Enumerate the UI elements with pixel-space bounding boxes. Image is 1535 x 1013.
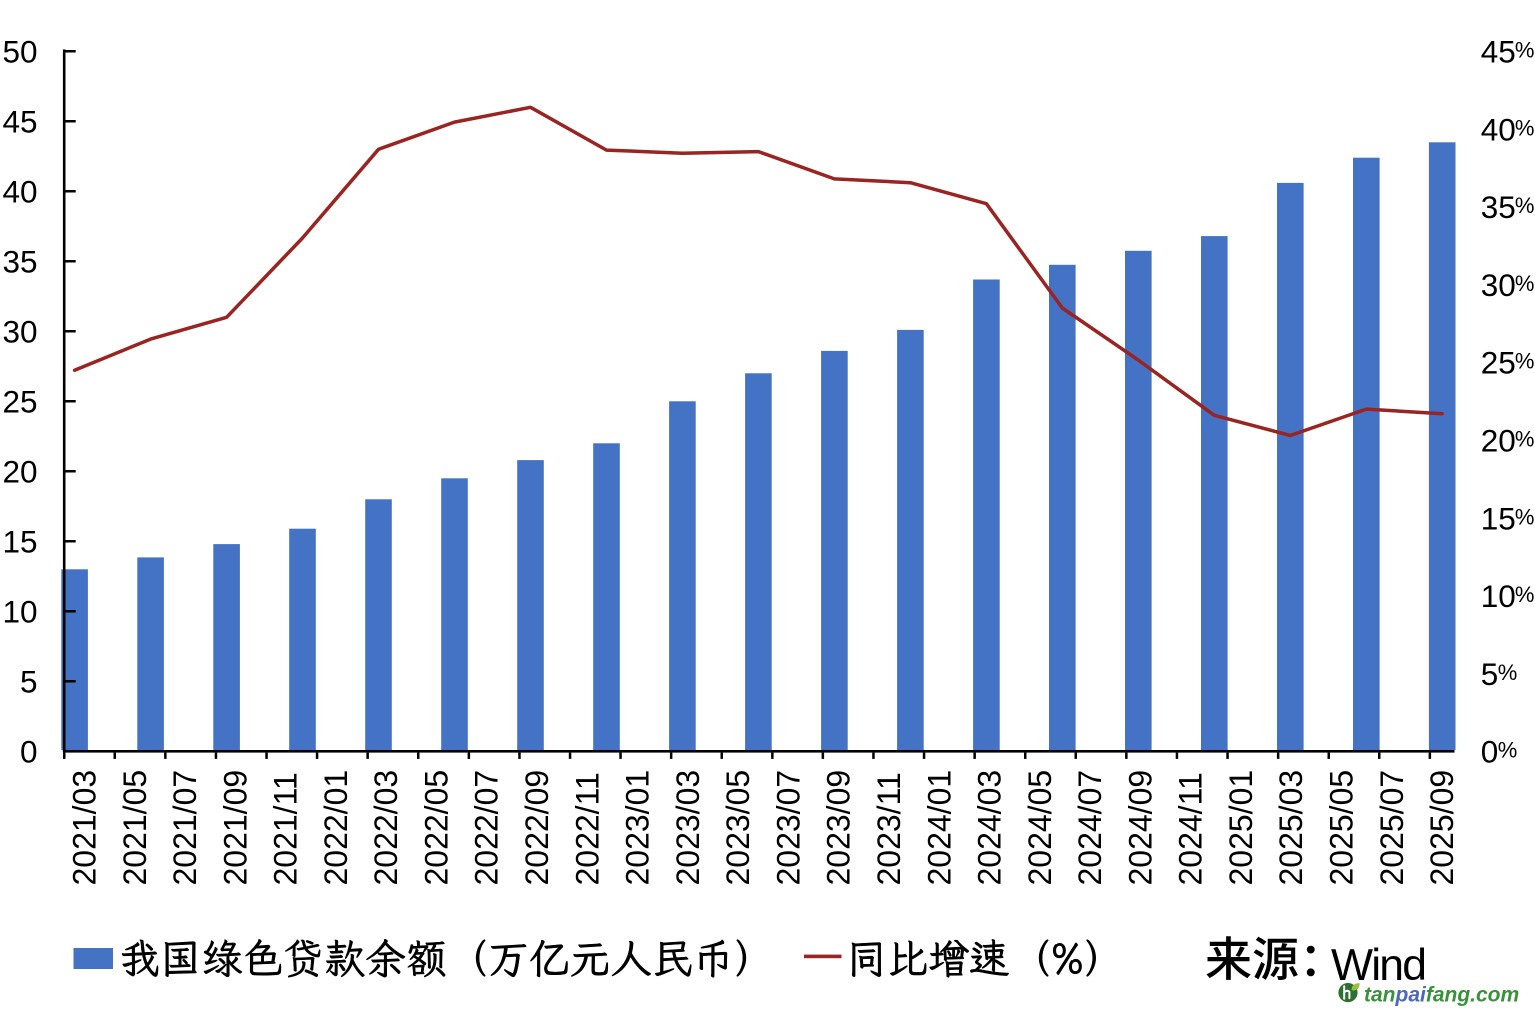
svg-text:35: 35 (1481, 189, 1516, 225)
svg-text:30: 30 (2, 314, 37, 350)
svg-text:2021/07: 2021/07 (167, 770, 203, 886)
svg-text:2023/05: 2023/05 (720, 770, 756, 886)
svg-text:%: % (1515, 115, 1535, 140)
svg-text:%: % (1515, 504, 1535, 529)
svg-text:30: 30 (1481, 267, 1516, 303)
svg-text:15: 15 (2, 524, 37, 560)
svg-text:2023/07: 2023/07 (770, 770, 806, 886)
svg-text:%: % (1515, 349, 1535, 374)
svg-text:2025/07: 2025/07 (1374, 770, 1410, 886)
svg-text:2022/03: 2022/03 (368, 770, 404, 886)
svg-text:5: 5 (20, 664, 38, 700)
svg-text:25: 25 (1481, 345, 1516, 381)
svg-text:5: 5 (1481, 656, 1499, 692)
svg-text:15: 15 (1481, 500, 1516, 536)
svg-text:%: % (1515, 193, 1535, 218)
svg-text:2024/11: 2024/11 (1173, 772, 1209, 885)
svg-text:0: 0 (1481, 734, 1499, 770)
svg-text:2024/03: 2024/03 (972, 770, 1008, 886)
svg-text:25: 25 (2, 384, 37, 420)
svg-text:2023/01: 2023/01 (620, 770, 656, 886)
svg-text:%: % (1515, 38, 1535, 63)
svg-text:0: 0 (20, 734, 38, 770)
svg-text:2022/11: 2022/11 (569, 772, 605, 885)
svg-text:40: 40 (1481, 111, 1516, 147)
svg-text:2024/01: 2024/01 (921, 770, 957, 886)
svg-text:2025/01: 2025/01 (1223, 770, 1259, 886)
svg-text:2025/05: 2025/05 (1324, 770, 1360, 886)
svg-text:2022/07: 2022/07 (469, 770, 505, 886)
svg-text:20: 20 (1481, 423, 1516, 459)
svg-text:2021/11: 2021/11 (268, 772, 304, 885)
svg-text:2021/09: 2021/09 (217, 770, 253, 886)
svg-text:tanpaifang.com: tanpaifang.com (1364, 984, 1519, 1007)
svg-text:2025/03: 2025/03 (1273, 770, 1309, 886)
svg-text:%: % (1515, 271, 1535, 296)
svg-text:2022/09: 2022/09 (519, 770, 555, 886)
svg-text:2022/05: 2022/05 (419, 770, 455, 886)
svg-text:45: 45 (1481, 34, 1516, 70)
svg-text:%: % (1515, 427, 1535, 452)
svg-text:%: % (1515, 582, 1535, 607)
svg-text:40: 40 (2, 174, 37, 210)
svg-text:10: 10 (2, 594, 37, 630)
svg-text:50: 50 (2, 34, 37, 70)
svg-text:2023/03: 2023/03 (670, 770, 706, 886)
svg-text:%: % (1498, 738, 1518, 763)
svg-text:2025/09: 2025/09 (1424, 770, 1460, 886)
svg-text:%: % (1498, 660, 1518, 685)
svg-text:2023/09: 2023/09 (821, 770, 857, 886)
svg-text:2024/07: 2024/07 (1072, 770, 1108, 886)
svg-text:20: 20 (2, 454, 37, 490)
svg-text:2024/09: 2024/09 (1122, 770, 1158, 886)
svg-text:Wind: Wind (1331, 941, 1425, 990)
svg-text:2023/11: 2023/11 (871, 772, 907, 885)
svg-text:35: 35 (2, 244, 37, 280)
svg-text:10: 10 (1481, 578, 1516, 614)
svg-text:2021/03: 2021/03 (67, 770, 103, 886)
svg-text:45: 45 (2, 104, 37, 140)
svg-text:2024/05: 2024/05 (1022, 770, 1058, 886)
svg-text:2021/05: 2021/05 (117, 770, 153, 886)
svg-text:2022/01: 2022/01 (318, 770, 354, 886)
